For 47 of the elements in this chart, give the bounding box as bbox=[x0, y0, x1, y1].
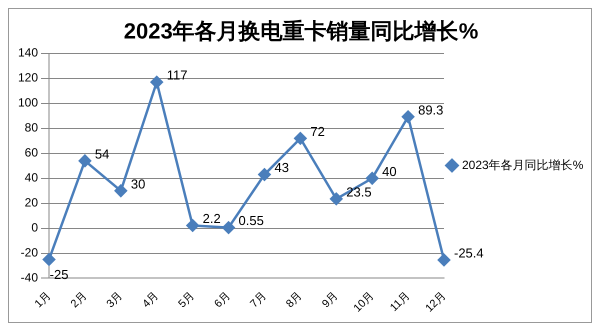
data-label: 54 bbox=[94, 146, 110, 162]
data-label: 23.5 bbox=[346, 184, 372, 200]
point bbox=[114, 184, 128, 198]
data-label: -25 bbox=[50, 267, 68, 282]
x-tick-label: 4月 bbox=[140, 290, 162, 310]
point bbox=[438, 254, 450, 266]
x-tick-label: 7月 bbox=[248, 290, 269, 310]
point bbox=[222, 221, 235, 234]
point bbox=[330, 192, 343, 206]
x-tick-label: 10月 bbox=[352, 290, 376, 315]
point bbox=[294, 132, 307, 145]
x-tick-label: 3月 bbox=[104, 290, 126, 310]
y-tick-label: 40 bbox=[24, 170, 38, 185]
legend-label: 2023年各月同比增长% bbox=[462, 158, 584, 172]
y-tick-label: 0 bbox=[31, 220, 38, 235]
data-label: 0.55 bbox=[238, 213, 264, 228]
data-label: 2.2 bbox=[202, 211, 221, 226]
y-tick-label: 20 bbox=[24, 196, 38, 210]
x-tick-label: 9月 bbox=[320, 290, 341, 310]
y-tick-label: 100 bbox=[18, 96, 38, 110]
x-tick-label: 2月 bbox=[68, 290, 90, 310]
point bbox=[258, 168, 271, 181]
x-tick-label: 8月 bbox=[284, 290, 305, 310]
chart-title: 2023年各月换电重卡销量同比增长% bbox=[124, 18, 478, 44]
x-tick-label: 11月 bbox=[388, 290, 412, 314]
data-label: 89.3 bbox=[418, 102, 444, 118]
y-tick-label: 120 bbox=[18, 70, 38, 85]
y-tick-label: 80 bbox=[24, 120, 38, 135]
y-tick-label: 60 bbox=[24, 146, 38, 160]
data-label: 72 bbox=[310, 124, 325, 139]
x-tick-label: 1月 bbox=[32, 290, 54, 310]
y-tick-label: 140 bbox=[18, 46, 38, 60]
data-label: 40 bbox=[382, 164, 397, 179]
data-label: 43 bbox=[274, 160, 289, 176]
x-tick-label: 12月 bbox=[423, 290, 448, 315]
y-tick-label: -40 bbox=[20, 270, 38, 285]
y-tick-label: -20 bbox=[20, 246, 38, 260]
point bbox=[150, 76, 163, 88]
x-tick-label: 6月 bbox=[212, 290, 233, 310]
data-label: 30 bbox=[130, 176, 146, 192]
point bbox=[78, 154, 92, 168]
point bbox=[186, 219, 199, 232]
x-tick-label: 5月 bbox=[176, 290, 197, 310]
point bbox=[402, 110, 414, 123]
data-label: -25.4 bbox=[454, 246, 484, 261]
data-label: 117 bbox=[166, 68, 188, 83]
point bbox=[366, 172, 378, 185]
